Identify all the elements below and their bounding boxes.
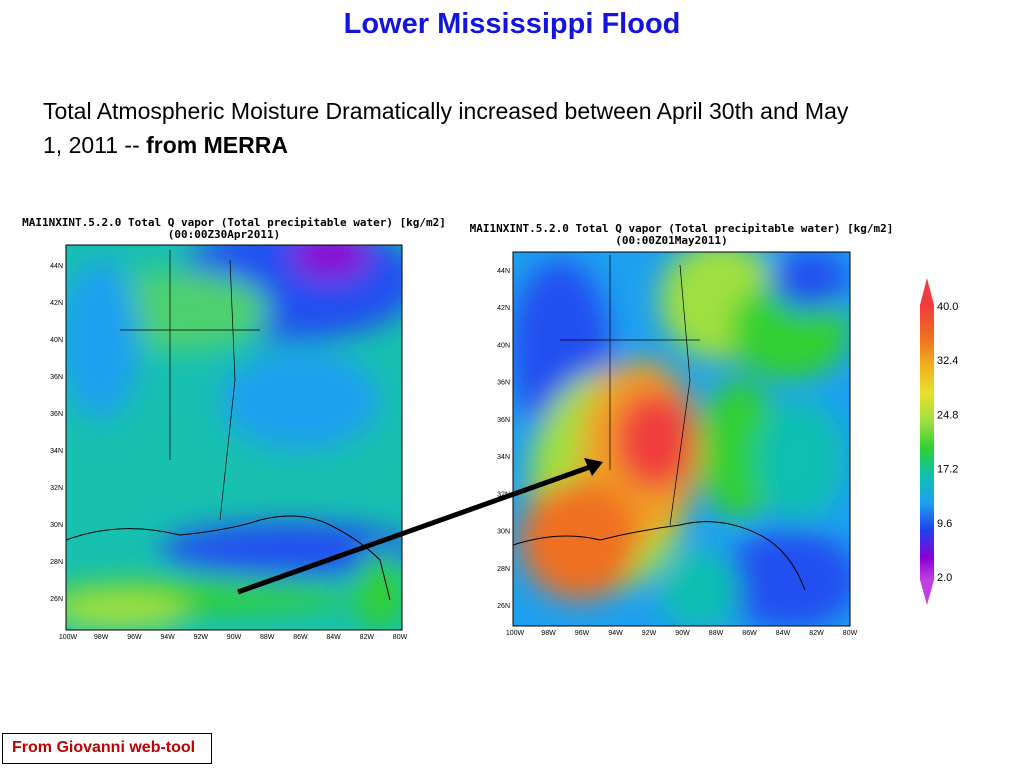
colorbar-top: [920, 278, 934, 305]
lat-label: 26N: [497, 603, 510, 610]
lat-label: 32N: [50, 485, 63, 492]
lon-label: 86W: [293, 634, 308, 641]
lon-label: 100W: [506, 630, 525, 637]
lon-label: 80W: [843, 630, 858, 637]
slide-title: Lower Mississippi Flood: [343, 8, 681, 40]
maps: MAI1NXINT.5.2.0 Total Q vapor (Total pre…: [22, 216, 958, 641]
lat-label: 42N: [497, 305, 510, 312]
lon-label: 96W: [575, 630, 590, 637]
lat-label: 32N: [497, 491, 510, 498]
lon-label: 84W: [776, 630, 791, 637]
description: Total Atmospheric Moisture Dramatically …: [43, 94, 873, 162]
lon-label: 98W: [94, 634, 109, 641]
arrow-head: [584, 458, 603, 476]
lon-label: 94W: [608, 630, 623, 637]
colorbar-label: 17.2: [937, 464, 958, 476]
lon-label: 100W: [59, 634, 78, 641]
lon-label: 82W: [809, 630, 824, 637]
map-right-frame: [512, 251, 851, 627]
lon-label: 82W: [360, 634, 375, 641]
lon-label: 94W: [160, 634, 175, 641]
lat-label: 40N: [50, 337, 63, 344]
map-time: (00:00Z01May2011): [615, 234, 728, 247]
lon-label: 92W: [194, 634, 209, 641]
colorbar: [920, 305, 934, 580]
lon-label: 88W: [709, 630, 724, 637]
lat-label: 34N: [497, 454, 510, 461]
lat-label: 30N: [497, 529, 510, 536]
lon-label: 90W: [675, 630, 690, 637]
colorbar-label: 9.6: [937, 518, 952, 530]
lat-label: 26N: [50, 596, 63, 603]
lat-label: 44N: [50, 263, 63, 270]
lat-label: 36N: [50, 411, 63, 418]
lon-label: 92W: [642, 630, 657, 637]
map-title: MAI1NXINT.5.2.0 Total Q vapor (Total pre…: [22, 216, 446, 229]
lat-label: 28N: [497, 566, 510, 573]
map-right-field: [513, 252, 850, 626]
map-left-field: [66, 245, 402, 630]
description-text: Total Atmospheric Moisture Dramatically …: [43, 98, 849, 158]
colorbar-label: 32.4: [937, 355, 958, 367]
lat-label: 44N: [497, 268, 510, 275]
lat-label: 40N: [497, 342, 510, 349]
footer: From Giovanni web-tool: [2, 733, 213, 764]
lat-label: 36N: [497, 417, 510, 424]
lat-label: 28N: [50, 559, 63, 566]
lat-label: 30N: [50, 522, 63, 529]
lon-label: 80W: [393, 634, 408, 641]
lon-label: 86W: [742, 630, 757, 637]
colorbar-bottom: [920, 580, 934, 605]
lat-label: 42N: [50, 300, 63, 307]
colorbar-label: 24.8: [937, 409, 958, 421]
lon-label: 98W: [541, 630, 556, 637]
map-time: (00:00Z30Apr2011): [168, 228, 281, 241]
colorbar-label: 40.0: [937, 301, 958, 313]
lon-label: 90W: [227, 634, 242, 641]
lon-label: 84W: [326, 634, 341, 641]
lat-label: 36N: [497, 380, 510, 387]
lon-label: 88W: [260, 634, 275, 641]
colorbar-label: 2.0: [937, 572, 952, 584]
map-title: MAI1NXINT.5.2.0 Total Q vapor (Total pre…: [470, 222, 894, 235]
map-left-frame: [65, 244, 403, 631]
lat-label: 36N: [50, 374, 63, 381]
description-bold: from MERRA: [146, 132, 288, 158]
lat-label: 34N: [50, 448, 63, 455]
lon-label: 96W: [127, 634, 142, 641]
arrow: [237, 464, 591, 595]
